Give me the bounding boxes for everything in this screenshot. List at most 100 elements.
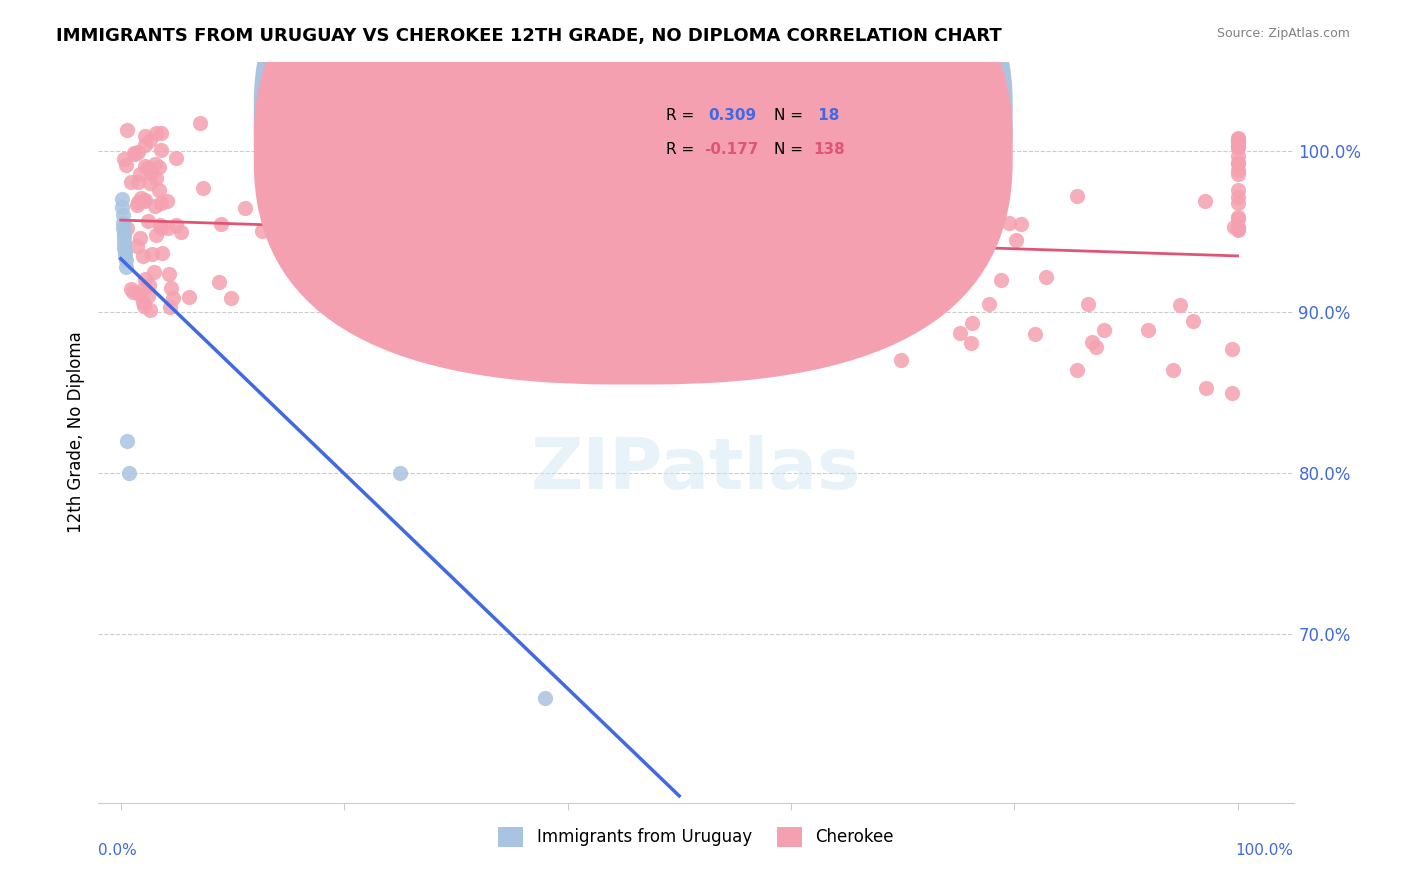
Point [112, 226, 135, 240]
Point [1226, 212, 1249, 227]
Point [208, 275, 231, 289]
Point [1080, 335, 1102, 350]
Point [786, 335, 808, 350]
Point [1226, 155, 1249, 169]
Text: 100.0%: 100.0% [1236, 843, 1294, 857]
Point [219, 291, 242, 305]
Point [127, 238, 149, 252]
Point [134, 128, 156, 143]
Point [149, 126, 172, 140]
FancyBboxPatch shape [254, 0, 1012, 384]
Point [1226, 223, 1249, 237]
Point [598, 150, 620, 164]
Point [115, 260, 138, 274]
Point [1223, 220, 1246, 235]
Point [149, 219, 172, 233]
Point [1220, 386, 1243, 401]
Point [170, 225, 193, 239]
Text: N =: N = [773, 108, 807, 122]
Point [889, 353, 911, 368]
Point [553, 277, 575, 292]
Point [122, 146, 145, 161]
Point [127, 195, 149, 210]
Point [136, 289, 159, 303]
Point [132, 280, 155, 294]
Point [250, 224, 273, 238]
Point [1005, 233, 1028, 247]
Point [534, 691, 557, 706]
Text: R =: R = [666, 142, 699, 157]
Point [131, 294, 153, 309]
Point [1077, 297, 1099, 311]
Point [112, 237, 135, 252]
Point [112, 152, 135, 166]
Point [112, 227, 135, 242]
Point [136, 161, 159, 176]
Point [277, 218, 299, 232]
Point [136, 214, 159, 228]
Point [1066, 188, 1088, 202]
Point [1035, 270, 1057, 285]
Point [354, 308, 377, 322]
Point [138, 277, 160, 292]
Point [623, 334, 645, 348]
Point [145, 126, 167, 140]
Point [134, 138, 156, 153]
Point [143, 157, 166, 171]
Point [143, 198, 166, 212]
Point [129, 230, 152, 244]
Point [134, 194, 156, 208]
Point [134, 272, 156, 286]
Point [141, 166, 163, 180]
Point [823, 338, 845, 352]
Point [134, 159, 156, 173]
Point [134, 194, 156, 209]
Point [742, 230, 765, 244]
Point [1226, 140, 1249, 154]
Point [1226, 135, 1249, 149]
Text: 138: 138 [813, 142, 845, 157]
Point [157, 267, 180, 281]
Point [132, 299, 155, 313]
Point [949, 326, 972, 341]
Point [1161, 362, 1184, 376]
Y-axis label: 12th Grade, No Diploma: 12th Grade, No Diploma [66, 332, 84, 533]
Point [1226, 210, 1249, 224]
Point [165, 151, 187, 165]
Point [827, 171, 849, 186]
Point [254, 150, 277, 164]
Point [1226, 190, 1249, 204]
Point [359, 285, 381, 300]
Point [111, 192, 134, 206]
Point [977, 296, 1000, 310]
Point [401, 147, 423, 161]
Text: N =: N = [773, 142, 807, 157]
Point [127, 145, 149, 159]
Point [412, 316, 434, 330]
Point [150, 220, 173, 235]
Text: Source: ZipAtlas.com: Source: ZipAtlas.com [1216, 27, 1350, 40]
Point [1226, 138, 1249, 153]
Point [125, 198, 148, 212]
Point [193, 181, 215, 195]
Point [1085, 340, 1108, 354]
Point [960, 336, 983, 351]
Point [115, 253, 138, 268]
Point [945, 244, 967, 258]
Point [128, 287, 150, 301]
Point [117, 434, 139, 448]
Point [112, 240, 135, 255]
Point [353, 229, 375, 244]
Point [759, 292, 782, 306]
Point [120, 282, 142, 296]
Point [127, 175, 149, 189]
Point [378, 174, 401, 188]
Point [1194, 194, 1216, 208]
Text: IMMIGRANTS FROM URUGUAY VS CHEROKEE 12TH GRADE, NO DIPLOMA CORRELATION CHART: IMMIGRANTS FROM URUGUAY VS CHEROKEE 12TH… [56, 27, 1002, 45]
Point [325, 184, 347, 198]
Point [1024, 327, 1046, 342]
Text: -0.177: -0.177 [704, 142, 759, 157]
Point [603, 293, 626, 308]
Point [893, 236, 915, 251]
Point [367, 222, 389, 236]
